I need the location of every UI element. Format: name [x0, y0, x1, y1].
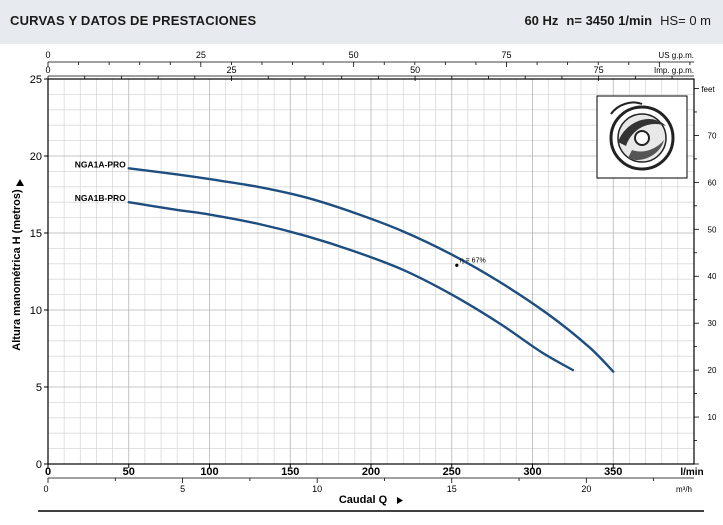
y-axis-arrow-icon — [16, 179, 24, 186]
y-tick-label: 10 — [30, 305, 42, 317]
series-line-nga1b-pro — [127, 201, 575, 372]
suction-head-label: HS= 0 m — [660, 13, 711, 28]
imp-gpm-tick-label: 25 — [227, 65, 237, 75]
us-gpm-tick-label: 0 — [45, 50, 50, 60]
chart-title: CURVAS Y DATOS DE PRESTACIONES — [10, 13, 257, 28]
x-tick-label: 50 — [123, 466, 135, 478]
x-tick-label: 350 — [604, 466, 622, 478]
x-tick-label: 300 — [523, 466, 541, 478]
feet-tick-label: 20 — [708, 366, 717, 375]
pump-impeller-icon — [596, 95, 688, 179]
speed-label: n= 3450 1/min — [566, 13, 653, 28]
x-tick-label: 200 — [362, 466, 380, 478]
y-tick-label: 0 — [36, 459, 42, 471]
x-tick-label: 150 — [281, 466, 299, 478]
x-axis-arrow-icon — [397, 497, 403, 504]
series-label: NGA1B-PRO — [75, 193, 126, 203]
series-label: NGA1A-PRO — [75, 159, 126, 169]
m3h-tick-label: 15 — [447, 484, 457, 494]
y-tick-label: 5 — [36, 382, 42, 394]
us-gpm-tick-label: 25 — [196, 50, 206, 60]
imp-gpm-tick-label: 0 — [45, 65, 50, 75]
imp-gpm-unit-label: Imp. g.p.m. — [654, 66, 694, 75]
us-gpm-unit-label: US g.p.m. — [658, 51, 694, 60]
series-line-nga1a-pro — [127, 167, 615, 373]
feet-unit-label: feet — [701, 85, 715, 94]
x-tick-label: 100 — [200, 466, 218, 478]
us-gpm-tick-label: 75 — [501, 50, 511, 60]
imp-gpm-tick-label: 50 — [410, 65, 420, 75]
m3h-tick-label: 5 — [180, 484, 185, 494]
feet-tick-label: 30 — [708, 319, 717, 328]
y-tick-label: 25 — [30, 74, 42, 86]
efficiency-annotation: η = 67% — [460, 257, 486, 264]
feet-tick-label: 50 — [708, 225, 717, 234]
x-axis: 0 50 100 150 200 250 300 350 l/min — [45, 464, 704, 478]
operating-conditions: 60 Hz n= 3450 1/min HS= 0 m — [524, 13, 711, 28]
grid-major — [48, 79, 694, 464]
feet-tick-label: 10 — [708, 413, 717, 422]
x-tick-label: 250 — [443, 466, 461, 478]
efficiency-marker — [455, 263, 459, 267]
m3h-tick-label: 20 — [581, 484, 591, 494]
top-axes: 0 25 50 75 US g.p.m. 0 25 50 75 Imp. g.p.m. — [45, 50, 694, 81]
y-tick-label: 20 — [30, 151, 42, 163]
x-tick-label: 0 — [45, 466, 51, 478]
feet-tick-label: 70 — [708, 131, 717, 140]
y-axis-title: Altura manométrica H (metros) — [11, 189, 23, 351]
y-axis: 0 5 10 15 20 25 — [30, 74, 48, 471]
m3h-tick-label: 0 — [43, 484, 48, 494]
feet-tick-label: 40 — [708, 272, 717, 281]
series-layer — [127, 167, 615, 373]
x-axis-title: Caudal Q — [339, 494, 388, 506]
m3h-unit-label: m³/h — [676, 485, 692, 494]
feet-tick-label: 60 — [708, 178, 717, 187]
frequency-label: 60 Hz — [524, 13, 559, 28]
y-tick-label: 15 — [30, 228, 42, 240]
imp-gpm-tick-label: 75 — [594, 65, 604, 75]
us-gpm-tick-label: 50 — [349, 50, 359, 60]
m3h-axis: 0 5 10 15 20 m³/h — [43, 477, 694, 494]
x-unit-label: l/min — [680, 467, 703, 478]
feet-axis: 10 20 30 40 50 60 70 feet — [694, 85, 717, 465]
m3h-tick-label: 10 — [312, 484, 322, 494]
chart-header: CURVAS Y DATOS DE PRESTACIONES 60 Hz n= 3… — [0, 0, 723, 44]
labels-layer: NGA1A-PRO NGA1B-PRO η = 67% — [75, 159, 486, 267]
